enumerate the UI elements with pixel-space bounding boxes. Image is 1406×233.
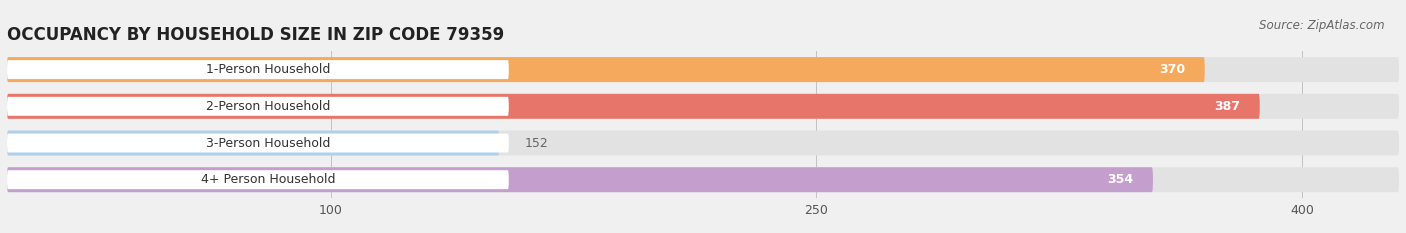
FancyBboxPatch shape — [7, 57, 1399, 82]
FancyBboxPatch shape — [7, 97, 509, 116]
Text: 387: 387 — [1215, 100, 1240, 113]
FancyBboxPatch shape — [7, 170, 509, 189]
Text: OCCUPANCY BY HOUSEHOLD SIZE IN ZIP CODE 79359: OCCUPANCY BY HOUSEHOLD SIZE IN ZIP CODE … — [7, 26, 505, 44]
Text: 3-Person Household: 3-Person Household — [205, 137, 330, 150]
FancyBboxPatch shape — [7, 167, 1399, 192]
Text: Source: ZipAtlas.com: Source: ZipAtlas.com — [1260, 19, 1385, 32]
Text: 1-Person Household: 1-Person Household — [205, 63, 330, 76]
Text: 354: 354 — [1108, 173, 1133, 186]
FancyBboxPatch shape — [7, 130, 1399, 155]
FancyBboxPatch shape — [7, 167, 1153, 192]
Text: 4+ Person Household: 4+ Person Household — [201, 173, 335, 186]
FancyBboxPatch shape — [7, 57, 1205, 82]
Text: 2-Person Household: 2-Person Household — [205, 100, 330, 113]
Text: 370: 370 — [1159, 63, 1185, 76]
Text: 152: 152 — [524, 137, 548, 150]
FancyBboxPatch shape — [7, 60, 509, 79]
FancyBboxPatch shape — [7, 134, 509, 152]
FancyBboxPatch shape — [7, 94, 1260, 119]
FancyBboxPatch shape — [7, 94, 1399, 119]
FancyBboxPatch shape — [7, 130, 499, 155]
